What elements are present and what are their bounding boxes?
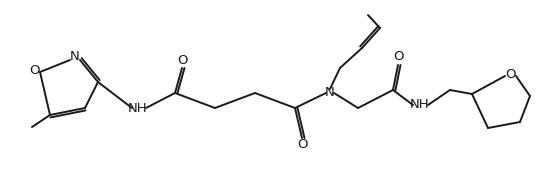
Text: O: O xyxy=(178,54,188,67)
Text: NH: NH xyxy=(410,99,430,112)
Text: NH: NH xyxy=(128,102,148,115)
Text: O: O xyxy=(298,139,308,152)
Text: O: O xyxy=(394,51,404,64)
Text: N: N xyxy=(70,51,80,64)
Text: N: N xyxy=(325,86,335,99)
Text: O: O xyxy=(506,68,517,81)
Text: O: O xyxy=(29,64,39,77)
